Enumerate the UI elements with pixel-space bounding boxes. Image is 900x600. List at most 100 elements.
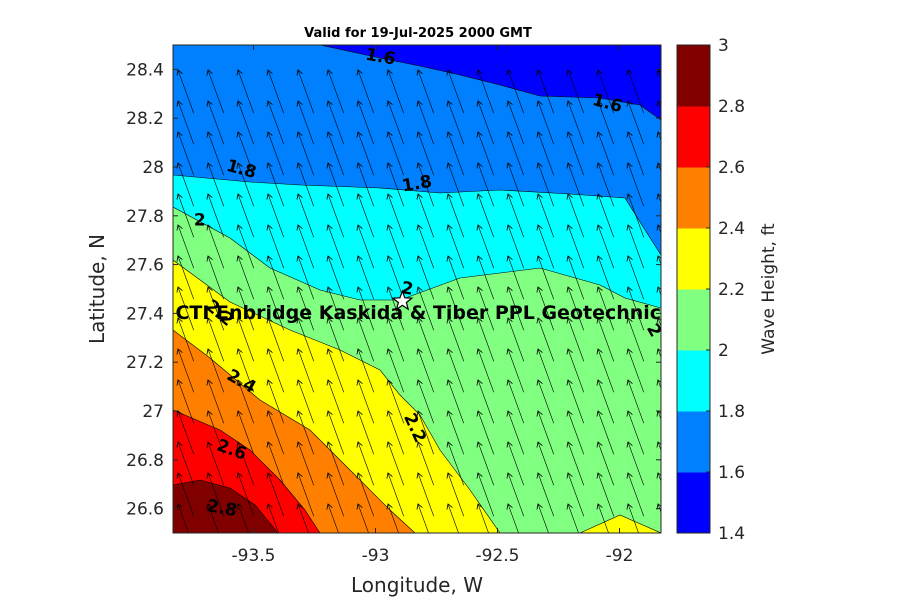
x-tick-label: -92.5: [476, 546, 520, 566]
wave-arrow: [388, 256, 405, 300]
wave-arrow: [208, 101, 225, 145]
wave-arrow: [358, 318, 375, 362]
wave-arrow: [538, 318, 555, 362]
wave-arrow: [508, 349, 525, 393]
wave-arrow: [418, 318, 435, 362]
wave-arrow: [448, 225, 465, 269]
wave-arrow: [508, 101, 525, 145]
wave-arrow: [238, 194, 255, 238]
y-axis-label: Latitude, N: [85, 234, 109, 344]
contour-band-2.2-2.4-corner: [580, 515, 661, 533]
colorbar-segment: [677, 472, 710, 534]
wave-arrow: [598, 473, 615, 517]
wave-arrow: [178, 504, 189, 533]
y-tick-label: 28: [142, 158, 164, 178]
wave-arrow: [358, 349, 375, 393]
wave-arrow: [328, 101, 345, 145]
wave-arrow: [328, 194, 345, 238]
wave-arrow: [508, 287, 525, 331]
wave-arrow: [508, 411, 525, 455]
wave-arrow: [178, 256, 195, 300]
wave-arrow: [448, 70, 465, 114]
wave-arrow: [268, 163, 285, 207]
wave-arrow: [328, 473, 345, 517]
wave-arrow: [388, 132, 405, 176]
wave-arrow: [328, 411, 345, 455]
wave-arrow: [568, 287, 585, 331]
colorbar-segment: [677, 350, 710, 412]
wave-arrow: [268, 349, 285, 393]
wave-arrow: [178, 349, 195, 393]
wave-arrow: [538, 349, 555, 393]
wave-arrow: [358, 380, 375, 424]
wave-arrow: [568, 70, 585, 114]
wave-arrow: [508, 256, 525, 300]
site-marker-group: CTI Enbridge Kaskida & Tiber PPL Geotech…: [175, 289, 661, 324]
wave-arrow: [208, 194, 225, 238]
wave-arrow: [358, 101, 375, 145]
wave-arrow: [238, 287, 255, 331]
wave-arrow: [538, 411, 555, 455]
wave-arrow: [478, 504, 489, 533]
wave-arrow: [538, 132, 555, 176]
wave-arrow: [298, 504, 309, 533]
wave-arrow: [238, 132, 255, 176]
wave-arrow: [388, 101, 405, 145]
wave-arrow: [328, 535, 344, 578]
colorbar-tick-label: 1.8: [718, 402, 745, 422]
wave-arrow: [418, 473, 435, 517]
wave-arrow: [358, 194, 375, 238]
wave-arrow: [388, 287, 405, 331]
wave-arrow: [178, 535, 194, 578]
contour-band-2.8-3.0: [173, 480, 278, 533]
site-label: CTI Enbridge Kaskida & Tiber PPL Geotech…: [175, 302, 661, 324]
wave-arrow: [178, 132, 195, 176]
wave-arrow: [388, 442, 405, 486]
wave-arrow: [508, 504, 519, 533]
wave-arrow: [448, 132, 465, 176]
chart-title: Valid for 19-Jul-2025 2000 GMT: [304, 26, 532, 41]
x-tick-label: -92: [606, 546, 634, 566]
wave-arrow: [568, 194, 585, 238]
wave-arrow: [538, 194, 555, 238]
colorbar-tick-label: 1.6: [718, 463, 745, 483]
wave-arrow: [448, 318, 465, 362]
wave-arrow: [568, 349, 585, 393]
wave-arrow: [298, 473, 315, 517]
wave-arrow: [418, 442, 435, 486]
wave-arrow: [478, 132, 495, 176]
wave-arrow: [268, 380, 285, 424]
wave-arrow: [448, 287, 465, 331]
wave-arrow: [508, 473, 525, 517]
colorbar-tick-label: 1.4: [718, 524, 745, 544]
wave-arrow: [478, 442, 495, 486]
wave-arrow: [208, 411, 225, 455]
wave-arrow: [388, 194, 405, 238]
colorbar: 1.4 1.6 1.8 2 2.2 2.4 2.6 2.8 3: [676, 36, 745, 544]
wave-arrow: [358, 287, 375, 331]
wave-arrow: [628, 411, 645, 455]
wave-arrow: [478, 349, 495, 393]
wave-arrow: [478, 163, 495, 207]
wave-arrow: [238, 380, 255, 424]
wave-arrow: [418, 163, 435, 207]
wave-arrow: [298, 132, 315, 176]
wave-arrow: [178, 225, 195, 269]
wave-arrow: [328, 132, 345, 176]
wave-arrow: [508, 442, 525, 486]
wave-arrow: [208, 256, 225, 300]
wave-arrow: [208, 132, 225, 176]
wave-arrow: [208, 163, 225, 207]
wave-arrow: [598, 163, 615, 207]
colorbar-segment: [677, 228, 710, 290]
x-tick-label: -93.5: [232, 546, 276, 566]
x-axis: -93.5 -93 -92.5 -92: [232, 45, 634, 566]
contour-line-2.2-corner: [579, 514, 661, 533]
wave-arrow: [448, 535, 464, 578]
wave-arrow: [628, 442, 645, 486]
wave-arrow: [418, 101, 435, 145]
wave-arrow: [418, 504, 429, 533]
wave-arrow: [388, 318, 405, 362]
wave-arrow: [268, 442, 285, 486]
wave-arrow: [508, 163, 525, 207]
